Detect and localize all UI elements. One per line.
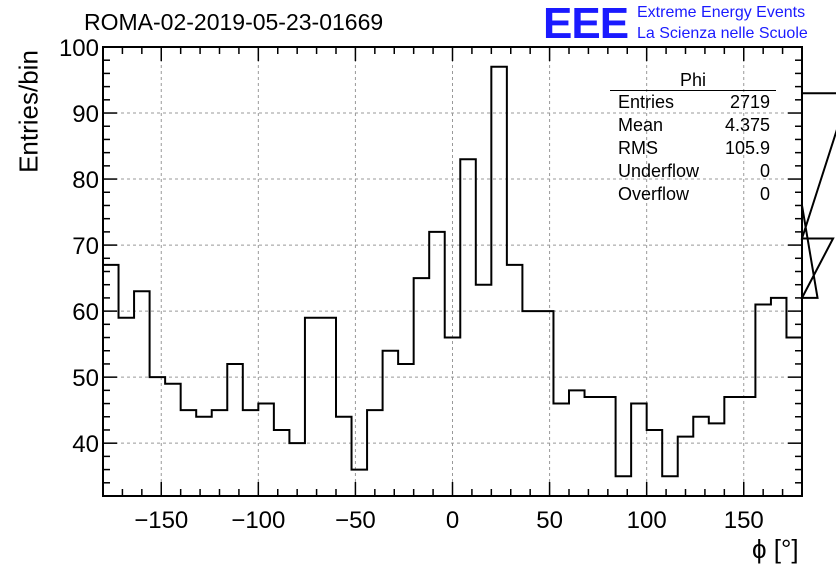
x-axis-label: ϕ [°] bbox=[752, 534, 799, 564]
stats-label: RMS bbox=[618, 138, 658, 158]
x-tick-label: −150 bbox=[134, 507, 188, 534]
stats-value: 0 bbox=[759, 184, 770, 204]
x-tick-label: 150 bbox=[724, 507, 764, 534]
y-tick-label: 50 bbox=[72, 365, 99, 392]
axis-ticks bbox=[102, 46, 803, 497]
stats-label: Entries bbox=[618, 92, 675, 112]
histogram-outline bbox=[103, 65, 836, 478]
stats-row: Entries 2719 bbox=[610, 91, 776, 114]
stats-box-title: Phi bbox=[610, 70, 776, 91]
stats-box: Phi Entries 2719 Mean 4.375 RMS 105.9 Under… bbox=[610, 70, 776, 206]
stats-label: Mean bbox=[618, 115, 664, 135]
y-tick-label: 80 bbox=[72, 167, 99, 194]
x-tick-label: 50 bbox=[536, 507, 563, 534]
y-tick-label: 70 bbox=[72, 233, 99, 260]
y-tick-label: 90 bbox=[72, 101, 99, 128]
stats-value: 4.375 bbox=[724, 115, 770, 135]
chart-title: ROMA-02-2019-05-23-01669 bbox=[84, 9, 384, 35]
stats-value: 2719 bbox=[729, 92, 770, 112]
stats-row: Overflow 0 bbox=[610, 183, 776, 206]
stats-value: 105.9 bbox=[724, 138, 770, 158]
stats-label: Underflow bbox=[618, 161, 700, 181]
y-tick-label: 60 bbox=[72, 299, 99, 326]
logo-line-1: Extreme Energy Events bbox=[637, 4, 806, 21]
logo-line-2: La Scienza nelle Scuole bbox=[637, 25, 808, 42]
x-tick-label: −50 bbox=[335, 507, 376, 534]
stats-row: Mean 4.375 bbox=[610, 114, 776, 137]
x-tick-label: 100 bbox=[627, 507, 667, 534]
x-tick-label: 0 bbox=[446, 507, 459, 534]
tick-labels: −150 −100 −50 0 50 100 150 40 50 60 70 80 90 100 bbox=[59, 35, 764, 534]
y-tick-label: 100 bbox=[59, 35, 99, 62]
eee-logo: EEE bbox=[543, 0, 629, 48]
stats-label: Overflow bbox=[618, 184, 690, 204]
y-tick-label: 40 bbox=[72, 431, 99, 458]
y-axis-label: Entries/bin bbox=[13, 50, 44, 173]
x-tick-label: −100 bbox=[231, 507, 285, 534]
stats-value: 0 bbox=[759, 161, 770, 181]
stats-row: RMS 105.9 bbox=[610, 137, 776, 160]
stats-row: Underflow 0 bbox=[610, 160, 776, 183]
